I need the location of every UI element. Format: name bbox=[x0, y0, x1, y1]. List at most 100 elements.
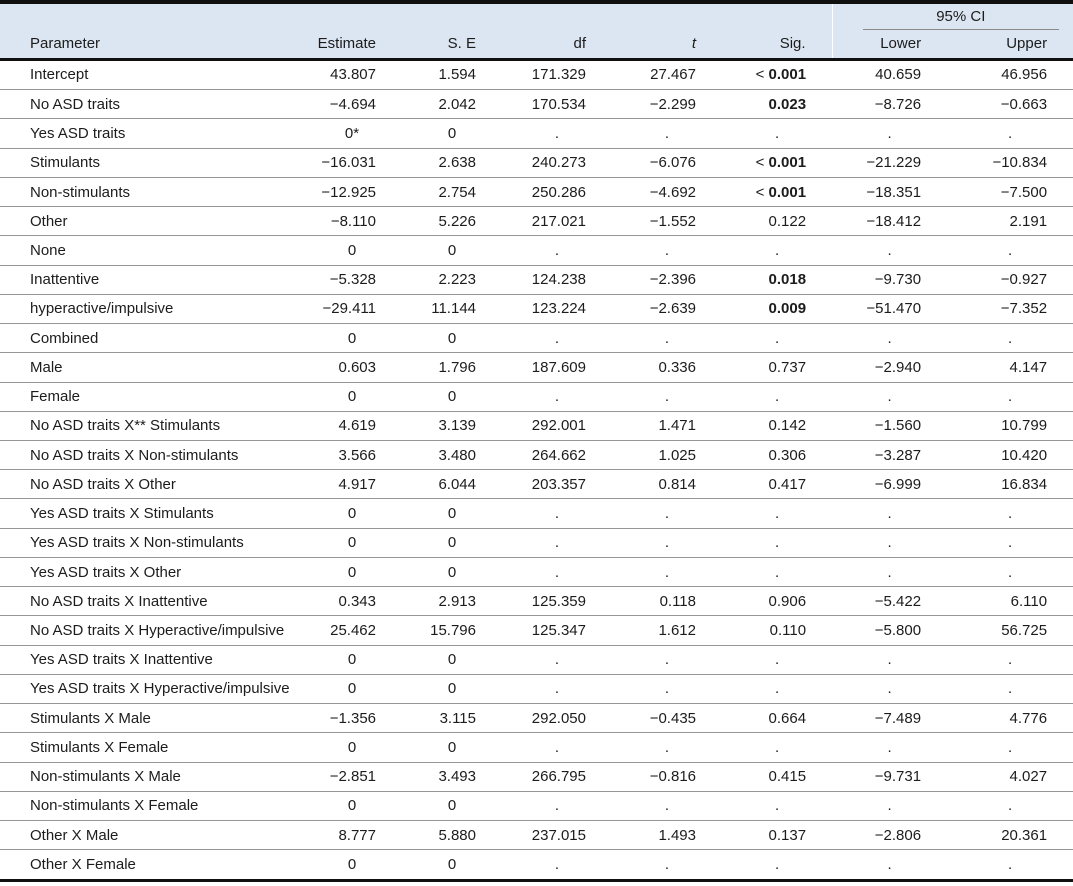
cell-upper: −7.352 bbox=[947, 294, 1073, 325]
cell-param: No ASD traits X Non-stimulants bbox=[0, 440, 302, 471]
cell-upper: . bbox=[947, 732, 1073, 763]
cell-sig: 0.417 bbox=[722, 469, 833, 500]
cell-df: 240.273 bbox=[502, 148, 612, 178]
cell-estimate: 0 bbox=[302, 498, 402, 529]
col-header-t: t bbox=[612, 30, 722, 61]
cell-upper: . bbox=[947, 498, 1073, 529]
cell-lower: −5.422 bbox=[832, 586, 948, 617]
col-header-estimate: Estimate bbox=[302, 30, 402, 61]
table-row: Yes ASD traits X Stimulants 0 0..... bbox=[0, 498, 1073, 529]
ci-row-blank bbox=[0, 2, 833, 30]
cell-param: Other bbox=[0, 206, 302, 237]
table-row: Stimulants X Male −1.356 3.115 292.050 −0.43… bbox=[0, 703, 1073, 734]
cell-sig: . bbox=[722, 323, 833, 354]
cell-se: 0 bbox=[402, 498, 502, 529]
cell-sig: 0.018 bbox=[722, 265, 833, 295]
cell-se: 2.638 bbox=[402, 148, 502, 178]
cell-lower: −9.731 bbox=[832, 762, 948, 792]
table-row: Yes ASD traits X Inattentive 0 0..... bbox=[0, 645, 1073, 675]
cell-t: 1.493 bbox=[612, 820, 722, 851]
table-row: Inattentive −5.328 2.223 124.238 −2.396 0.018… bbox=[0, 265, 1073, 295]
cell-param: Non-stimulants bbox=[0, 177, 302, 208]
table-row: Female 0 0..... bbox=[0, 382, 1073, 412]
cell-estimate: −16.031 bbox=[302, 148, 402, 178]
cell-t: −6.076 bbox=[612, 148, 722, 178]
cell-lower: −51.470 bbox=[832, 294, 948, 325]
cell-se: 0 bbox=[402, 528, 502, 558]
col-header-df: df bbox=[502, 30, 612, 61]
cell-lower: −3.287 bbox=[832, 440, 948, 471]
cell-estimate: 0 bbox=[302, 323, 402, 354]
cell-lower: . bbox=[832, 118, 948, 149]
cell-df: 123.224 bbox=[502, 294, 612, 325]
cell-se: 0 bbox=[402, 557, 502, 588]
cell-param: Stimulants X Male bbox=[0, 703, 302, 734]
cell-se: 1.594 bbox=[402, 59, 502, 91]
cell-estimate: 0 bbox=[302, 528, 402, 558]
cell-param: No ASD traits bbox=[0, 89, 302, 120]
cell-sig: < 0.001 bbox=[722, 177, 833, 208]
cell-lower: . bbox=[832, 732, 948, 763]
cell-df: 292.001 bbox=[502, 411, 612, 442]
cell-t: 1.025 bbox=[612, 440, 722, 471]
table-row: No ASD traits X Hyperactive/impulsive 25.… bbox=[0, 615, 1073, 646]
cell-sig: . bbox=[722, 118, 833, 149]
cell-estimate: 4.917 bbox=[302, 469, 402, 500]
cell-sig: 0.664 bbox=[722, 703, 833, 734]
cell-t: 1.612 bbox=[612, 615, 722, 646]
cell-se: 0 bbox=[402, 235, 502, 266]
cell-se: 11.144 bbox=[402, 294, 502, 325]
cell-lower: . bbox=[832, 791, 948, 822]
cell-lower: −5.800 bbox=[832, 615, 948, 646]
cell-estimate: 25.462 bbox=[302, 615, 402, 646]
cell-estimate: −2.851 bbox=[302, 762, 402, 792]
cell-upper: −0.927 bbox=[947, 265, 1073, 295]
cell-param: Yes ASD traits X Inattentive bbox=[0, 645, 302, 675]
cell-df: 203.357 bbox=[502, 469, 612, 500]
table-row: Male 0.603 1.796 187.609 0.336 0.737 −2.940 4.1… bbox=[0, 352, 1073, 383]
cell-param: Intercept bbox=[0, 59, 302, 91]
cell-lower: −7.489 bbox=[832, 703, 948, 734]
cell-upper: −0.663 bbox=[947, 89, 1073, 120]
cell-t: . bbox=[612, 235, 722, 266]
cell-t: . bbox=[612, 732, 722, 763]
cell-se: 0 bbox=[402, 732, 502, 763]
cell-upper: . bbox=[947, 528, 1073, 558]
table-row: Combined 0 0..... bbox=[0, 323, 1073, 354]
cell-df: 125.359 bbox=[502, 586, 612, 617]
cell-sig: 0.306 bbox=[722, 440, 833, 471]
table-row: Other X Female 0 0..... bbox=[0, 849, 1073, 881]
cell-df: 266.795 bbox=[502, 762, 612, 792]
cell-estimate: 0 bbox=[302, 382, 402, 412]
cell-upper: 6.110 bbox=[947, 586, 1073, 617]
table-row: No ASD traits X** Stimulants 4.619 3.139 29… bbox=[0, 411, 1073, 442]
cell-estimate: −4.694 bbox=[302, 89, 402, 120]
cell-t: 27.467 bbox=[612, 59, 722, 91]
table-row: Yes ASD traits X Hyperactive/impulsive 0 0… bbox=[0, 674, 1073, 705]
cell-lower: −1.560 bbox=[832, 411, 948, 442]
cell-upper: 2.191 bbox=[947, 206, 1073, 237]
table-row: Stimulants −16.031 2.638 240.273 −6.076 < 0.0… bbox=[0, 148, 1073, 178]
cell-estimate: −12.925 bbox=[302, 177, 402, 208]
cell-t: 0.118 bbox=[612, 586, 722, 617]
ci-group-label: 95% CI bbox=[862, 4, 1060, 30]
cell-se: 2.042 bbox=[402, 89, 502, 120]
cell-estimate: 4.619 bbox=[302, 411, 402, 442]
cell-sig: 0.415 bbox=[722, 762, 833, 792]
cell-upper: 4.027 bbox=[947, 762, 1073, 792]
cell-param: Other X Female bbox=[0, 849, 302, 881]
cell-estimate: 0 bbox=[302, 674, 402, 705]
cell-se: 5.226 bbox=[402, 206, 502, 237]
cell-t: . bbox=[612, 498, 722, 529]
cell-df: 187.609 bbox=[502, 352, 612, 383]
cell-df: . bbox=[502, 557, 612, 588]
cell-sig: . bbox=[722, 235, 833, 266]
cell-lower: −18.412 bbox=[832, 206, 948, 237]
table-row: No ASD traits −4.694 2.042 170.534 −2.299 0.0… bbox=[0, 89, 1073, 120]
cell-df: . bbox=[502, 235, 612, 266]
cell-upper: . bbox=[947, 791, 1073, 822]
cell-sig: 0.122 bbox=[722, 206, 833, 237]
cell-se: 15.796 bbox=[402, 615, 502, 646]
cell-lower: . bbox=[832, 645, 948, 675]
cell-upper: 10.799 bbox=[947, 411, 1073, 442]
